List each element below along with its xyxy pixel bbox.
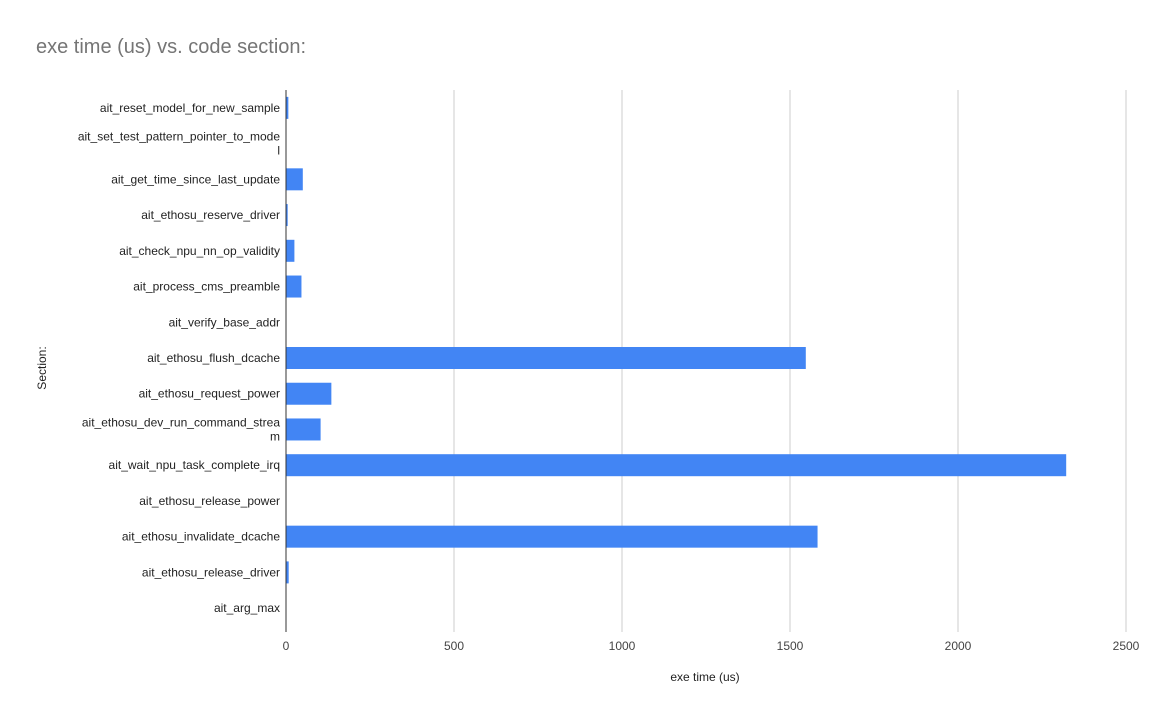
bar bbox=[286, 561, 289, 584]
bar bbox=[286, 454, 1067, 477]
category-label: ait_verify_base_addr bbox=[169, 315, 280, 329]
labels: 0 500 1000 1500 2000 2500 ait_reset_model_for_… bbox=[78, 101, 1140, 653]
category-label: ait_wait_npu_task_complete_irq bbox=[109, 458, 280, 472]
category-label: ait_process_cms_preamble bbox=[133, 280, 280, 294]
bar bbox=[286, 382, 332, 405]
y-axis-title: Section: bbox=[35, 346, 49, 389]
category-label: ait_ethosu_release_driver bbox=[142, 565, 280, 579]
x-tick-label: 500 bbox=[444, 639, 464, 653]
category-label: ait_set_test_pattern_pointer_to_mode l bbox=[78, 130, 280, 158]
category-label: ait_ethosu_reserve_driver bbox=[141, 208, 280, 222]
bar bbox=[286, 239, 295, 262]
x-tick-label: 2000 bbox=[945, 639, 972, 653]
category-label: ait_arg_max bbox=[214, 601, 280, 615]
bar bbox=[286, 96, 289, 119]
category-label: ait_ethosu_flush_dcache bbox=[147, 351, 280, 365]
category-label: ait_reset_model_for_new_sample bbox=[100, 101, 280, 115]
bar bbox=[286, 275, 302, 298]
x-tick-label: 1000 bbox=[609, 639, 636, 653]
category-label: ait_ethosu_dev_run_command_strea m bbox=[82, 415, 280, 443]
category-label: ait_get_time_since_last_update bbox=[111, 172, 280, 186]
category-label: ait_ethosu_request_power bbox=[139, 387, 280, 401]
x-tick-label: 2500 bbox=[1113, 639, 1140, 653]
x-tick-label: 1500 bbox=[777, 639, 804, 653]
bar bbox=[286, 525, 818, 548]
chart-title: exe time (us) vs. code section: bbox=[36, 36, 307, 58]
bars bbox=[286, 96, 1067, 584]
category-label: ait_check_npu_nn_op_validity bbox=[119, 244, 280, 258]
bar bbox=[286, 204, 288, 227]
category-label: ait_ethosu_release_power bbox=[139, 494, 280, 508]
bar bbox=[286, 418, 321, 441]
x-axis-title: exe time (us) bbox=[670, 670, 739, 684]
x-tick-label: 0 bbox=[283, 639, 290, 653]
category-label: ait_ethosu_invalidate_dcache bbox=[122, 530, 280, 544]
bar bbox=[286, 168, 303, 191]
bar bbox=[286, 347, 806, 369]
